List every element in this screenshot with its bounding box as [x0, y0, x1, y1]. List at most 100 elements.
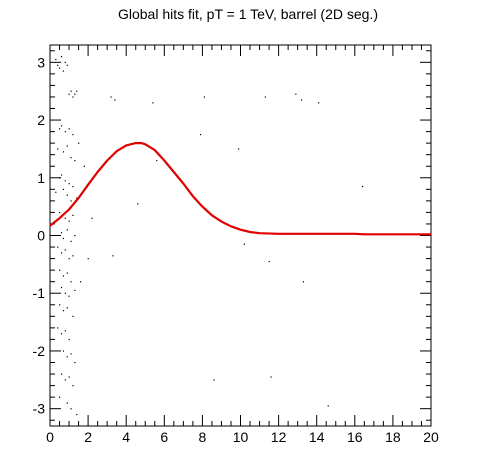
data-point	[203, 96, 206, 98]
data-point	[60, 125, 63, 127]
x-tick-label: 8	[199, 429, 207, 445]
data-point	[327, 405, 329, 407]
data-point	[60, 252, 63, 254]
data-point	[60, 232, 63, 234]
x-tick-label: 20	[423, 429, 439, 445]
data-point	[76, 413, 78, 416]
x-tick-label: 0	[46, 429, 54, 445]
data-point	[318, 102, 320, 104]
x-tick-label: 14	[309, 429, 325, 445]
data-point	[302, 281, 305, 283]
data-point	[270, 376, 272, 378]
data-point	[60, 174, 63, 176]
y-tick-label: -2	[33, 343, 46, 359]
data-point	[64, 379, 66, 381]
data-point	[59, 177, 61, 179]
data-point	[57, 327, 59, 329]
y-tick-label: 2	[37, 112, 45, 128]
data-point	[62, 70, 65, 72]
data-point	[68, 376, 70, 378]
data-point	[68, 295, 70, 297]
data-point	[238, 148, 240, 150]
data-point	[83, 165, 85, 167]
data-point	[64, 330, 66, 332]
x-tick-label: 6	[160, 429, 168, 445]
data-point	[66, 194, 68, 196]
data-point	[264, 96, 266, 98]
data-point	[68, 183, 70, 185]
data-point	[74, 93, 76, 95]
data-point	[72, 133, 74, 136]
data-point	[62, 151, 65, 153]
data-point	[64, 292, 66, 294]
data-point	[59, 269, 61, 271]
data-point	[57, 246, 59, 248]
data-point	[64, 249, 66, 251]
x-tick-label: 10	[233, 429, 249, 445]
data-point	[87, 258, 89, 260]
chart-title: Global hits fit, pT = 1 TeV, barrel (2D …	[117, 6, 379, 22]
x-tick-label: 18	[385, 429, 401, 445]
data-point	[62, 310, 65, 312]
data-point	[59, 211, 61, 214]
data-point	[74, 235, 76, 237]
data-point	[114, 99, 116, 101]
data-point	[59, 396, 61, 398]
data-point	[59, 304, 61, 306]
data-point	[137, 203, 139, 205]
data-point	[64, 217, 66, 219]
data-point	[70, 90, 72, 92]
data-point	[152, 102, 154, 104]
data-point	[64, 61, 66, 64]
y-tick-label: 3	[37, 54, 45, 70]
data-point	[64, 131, 66, 133]
data-point	[70, 240, 72, 242]
y-tick-label: 1	[37, 170, 45, 186]
data-point	[78, 142, 80, 144]
data-point	[70, 157, 72, 159]
data-point	[199, 133, 202, 136]
data-point	[57, 148, 59, 150]
data-point	[72, 185, 74, 188]
data-point	[79, 281, 82, 283]
data-point	[112, 255, 114, 257]
data-point	[74, 362, 76, 364]
data-point	[66, 356, 68, 358]
data-point	[62, 188, 65, 191]
data-point	[74, 159, 76, 162]
data-point	[76, 197, 78, 199]
x-tick-label: 12	[271, 429, 287, 445]
data-point	[72, 385, 74, 387]
data-point	[68, 338, 70, 341]
data-point	[76, 90, 78, 92]
data-point	[91, 217, 93, 219]
data-point	[66, 307, 68, 309]
data-point	[156, 159, 158, 162]
data-point	[70, 408, 72, 410]
data-point	[60, 373, 63, 375]
x-tick-label: 16	[347, 429, 363, 445]
x-tick-label: 2	[84, 429, 92, 445]
data-point	[66, 229, 68, 231]
data-point	[68, 93, 70, 95]
data-point	[66, 64, 68, 66]
data-point	[110, 96, 112, 98]
data-point	[60, 56, 63, 58]
data-point	[68, 220, 70, 222]
data-point	[243, 243, 246, 245]
data-point	[62, 350, 65, 352]
data-point	[62, 275, 65, 277]
data-point	[70, 200, 72, 202]
data-point	[72, 315, 74, 318]
data-point	[66, 402, 68, 404]
data-point	[213, 379, 215, 381]
data-point	[72, 96, 74, 98]
data-point	[70, 281, 72, 283]
data-point	[268, 260, 270, 263]
data-point	[59, 67, 61, 69]
data-point	[66, 272, 68, 274]
y-tick-label: -1	[33, 285, 46, 301]
x-tick-label: 4	[122, 429, 130, 445]
data-point	[72, 255, 74, 257]
